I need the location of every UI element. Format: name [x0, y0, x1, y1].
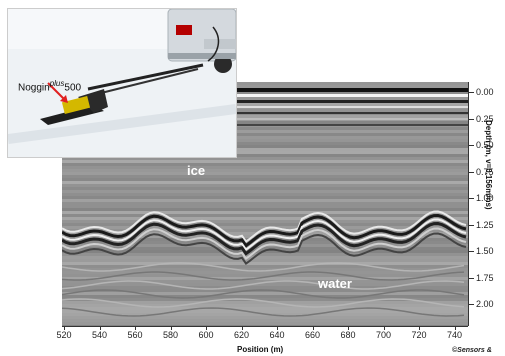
car-icon	[167, 9, 236, 73]
depth-tick-mark	[469, 145, 474, 146]
depth-tick-mark	[469, 277, 474, 279]
device-label: Nogginplus500	[18, 79, 81, 93]
depth-tick-label: 1.50	[476, 246, 494, 256]
position-tick-label: 720	[411, 330, 427, 340]
depth-axis-line	[468, 82, 469, 326]
water-label: water	[318, 276, 352, 291]
position-tick-mark	[241, 326, 243, 330]
position-tick-mark	[170, 326, 172, 330]
depth-tick-label: 0.00	[476, 87, 494, 97]
device-name: Noggin	[18, 82, 50, 94]
depth-tick-label: 1.00	[476, 193, 494, 203]
position-axis-line	[62, 326, 468, 327]
position-tick-label: 600	[198, 330, 214, 340]
depth-tick-mark	[469, 92, 474, 93]
position-tick-label: 520	[56, 330, 72, 340]
ice-label: ice	[187, 163, 206, 178]
position-tick-mark	[454, 326, 456, 330]
device-model: 500	[64, 82, 82, 94]
photo-scene	[8, 9, 236, 157]
position-tick-label: 560	[127, 330, 143, 340]
position-tick-label: 580	[162, 330, 179, 340]
position-tick-label: 540	[91, 330, 108, 340]
position-tick-label: 640	[269, 330, 285, 340]
radargram-panel	[62, 82, 468, 326]
depth-tick-label: 0.50	[476, 140, 494, 150]
position-tick-label: 620	[233, 330, 250, 340]
position-tick-label: 740	[446, 330, 463, 340]
position-tick-mark	[383, 326, 385, 330]
depth-tick-mark	[469, 198, 474, 199]
radargram-image	[62, 82, 468, 326]
depth-tick-mark	[469, 171, 474, 173]
position-axis-label: Position (m)	[237, 345, 284, 354]
sled-icon	[40, 89, 108, 125]
position-tick-mark	[206, 326, 207, 330]
position-tick-mark	[348, 326, 349, 330]
credit-text: ©Sensors &	[452, 347, 492, 354]
depth-tick-label: 1.75	[476, 272, 494, 283]
depth-tick-label: 0.75	[476, 166, 494, 177]
depth-tick-label: 2.00	[476, 299, 494, 309]
depth-tick-mark	[469, 118, 474, 120]
device-name-sup: plus	[49, 79, 65, 88]
depth-tick-label: 0.25	[476, 113, 494, 124]
position-tick-mark	[312, 326, 314, 330]
position-tick-mark	[64, 326, 65, 330]
depth-tick-mark	[469, 304, 474, 305]
depth-tick-mark	[469, 251, 474, 252]
depth-tick-mark	[469, 224, 474, 226]
position-tick-mark	[419, 326, 420, 330]
equipment-photo: Nogginplus500	[8, 9, 236, 157]
position-tick-mark	[99, 326, 101, 330]
position-tick-label: 660	[304, 330, 321, 340]
position-tick-label: 680	[340, 330, 356, 340]
position-tick-mark	[277, 326, 278, 330]
depth-axis-label: Depth (m, v=0.156m/ns)	[484, 120, 493, 210]
arrow-icon	[47, 82, 68, 103]
position-tick-label: 700	[375, 330, 392, 340]
position-tick-mark	[135, 326, 136, 330]
depth-tick-label: 1.25	[476, 219, 494, 230]
